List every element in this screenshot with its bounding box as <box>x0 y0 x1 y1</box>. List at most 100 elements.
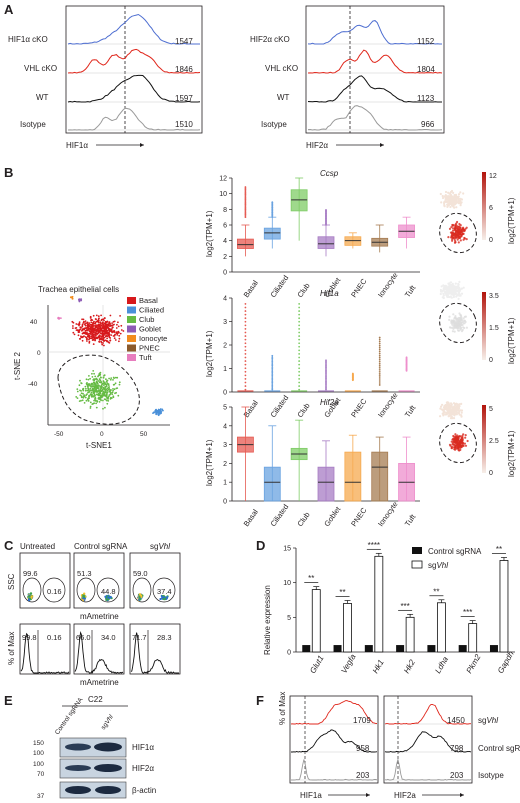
tsne-point-club <box>106 397 109 400</box>
c-hist-frame-2 <box>73 623 125 675</box>
featuremap-Ccsp-point <box>447 236 450 239</box>
tsne-point-basal <box>92 314 95 317</box>
box-Hif1a-outlier <box>378 358 381 361</box>
f-row-1-gene: Vhl <box>486 716 498 725</box>
featuremap-Hif1a-point <box>444 292 447 295</box>
tsne-point-basal <box>117 325 120 328</box>
box-Hif1a-outlier <box>271 376 274 378</box>
tsne-point-club <box>80 382 83 385</box>
colorbar-Ccsp <box>482 172 486 240</box>
box-Ccsp-box-1 <box>263 227 281 240</box>
tsne-point-basal <box>96 332 98 335</box>
box-Ccsp-outlier <box>244 187 247 190</box>
box-Hif1a-outlier <box>244 385 247 387</box>
box-Hif1a-outlier <box>271 366 274 368</box>
tsne-point-basal <box>102 321 104 324</box>
tsne-point-basal <box>120 324 123 327</box>
tsne-point-basal <box>119 332 122 335</box>
tsne-point-basal <box>109 339 111 342</box>
box-Hif1a-outlier <box>244 342 247 345</box>
tsne-point-basal <box>102 335 105 338</box>
tsne-point-basal <box>100 314 102 317</box>
c-flow-panels: 99.6 0.16 99.8 0.16 51.3 44.8 66.0 34.0 59.0 37.4… <box>19 552 181 675</box>
tsne-point-club <box>91 376 94 378</box>
featuremap-Ccsp-point <box>459 197 462 200</box>
box-Hif1a-outlier <box>378 340 381 343</box>
tsne-point-basal <box>83 328 85 331</box>
tsne-legend-swatch-pnec <box>127 344 136 352</box>
c-histogram-3 <box>130 632 179 674</box>
tsne-point-club <box>98 372 101 375</box>
tsne-point-club <box>106 402 109 405</box>
tsne-point-basal <box>90 321 93 324</box>
featuremap-Ccsp-point <box>457 226 460 229</box>
tsne-point-club <box>82 389 85 392</box>
box-Hif1a-outlier <box>378 378 381 380</box>
featuremap-Hif1a-point <box>462 317 465 320</box>
f-row-3: Isotype <box>478 771 504 780</box>
featuremap-Hif2a-point <box>453 448 456 451</box>
tsne-point-club <box>111 391 114 394</box>
featuremap-Hif2a-point <box>452 412 455 415</box>
featuremap-Hif2a-club-outline <box>439 422 477 464</box>
box-Hif1a-outlier <box>378 336 381 339</box>
colorbar-Hif2a <box>482 405 486 473</box>
box-Ccsp-outlier <box>244 193 247 196</box>
tsne-point-basal <box>110 330 113 333</box>
box-Hif2a-tick-label: 3 <box>223 442 227 449</box>
tsne-point-basal <box>115 331 118 334</box>
d-sig-Gapdh: ** <box>496 545 502 554</box>
tsne-point-club <box>94 385 97 388</box>
tsne-point-basal <box>92 331 95 334</box>
box-Hif1a-outlier <box>244 331 247 334</box>
featuremap-Ccsp-point <box>456 220 459 224</box>
tsne-point-club <box>87 391 89 394</box>
panel-label-c: C <box>4 538 14 553</box>
box-Hif2a-box-1 <box>263 466 281 502</box>
tsne-point-basal <box>103 317 106 320</box>
box-Ccsp-outlier <box>244 215 247 217</box>
tsne-point-club <box>90 385 92 388</box>
box-Hif1a-outlier <box>378 356 381 359</box>
tsne-point-club <box>110 397 113 399</box>
e-band-actin-sgvhl <box>95 786 121 794</box>
box-Ccsp-tick-label: 0 <box>223 270 227 277</box>
featuremap-Ccsp-point <box>453 239 457 242</box>
tsne-point-basal <box>102 330 105 333</box>
featuremap-Hif2a-point <box>455 436 458 439</box>
tsne-title: Trachea epithelial cells <box>38 285 119 294</box>
box-Hif1a-outlier <box>244 370 247 373</box>
tsne-legend-swatch-tuft <box>127 354 136 361</box>
c-gate-neg-2 <box>76 577 96 603</box>
featuremap-Hif2a-point <box>454 441 457 444</box>
featuremap-Hif1a-point <box>457 297 460 300</box>
tsne-point-basal <box>93 322 96 325</box>
featuremap-Hif2a-point <box>454 445 457 448</box>
featuremap-Hif2a-point <box>450 440 453 443</box>
tsne-point-club <box>86 389 89 392</box>
featuremap-Hif2a-point <box>444 403 447 407</box>
tsne-point-club <box>88 383 90 385</box>
featuremap-Hif2a-point <box>452 434 455 438</box>
featuremap-Hif2a-point <box>459 448 462 451</box>
featuremap-Hif2a-point <box>461 434 464 437</box>
featuremap-Hif1a-point <box>439 288 442 292</box>
tsne-point-club <box>112 388 114 390</box>
tsne-point-club <box>85 387 87 390</box>
box-Hif1a-outlier <box>271 363 274 366</box>
box-Ccsp-outlier <box>244 206 247 209</box>
box-Hif1a-outlier <box>244 367 247 370</box>
tsne-ytick-2: 0 <box>37 350 41 357</box>
e-band-hif1a-sgvhl <box>94 742 122 752</box>
panel-label-b: B <box>4 165 14 180</box>
f-tracks <box>290 700 472 781</box>
tsne-point-basal <box>101 343 104 346</box>
tsne-point-basal <box>89 332 92 335</box>
box-Hif1a-outlier <box>298 303 301 305</box>
a-right-histogram-1 <box>307 20 442 45</box>
tsne-point-club <box>102 399 104 402</box>
featuremap-Hif2a-point <box>456 404 459 407</box>
tsne-point-club <box>95 384 98 387</box>
tsne-point-club <box>114 392 116 395</box>
e-blot-actin <box>59 781 127 799</box>
